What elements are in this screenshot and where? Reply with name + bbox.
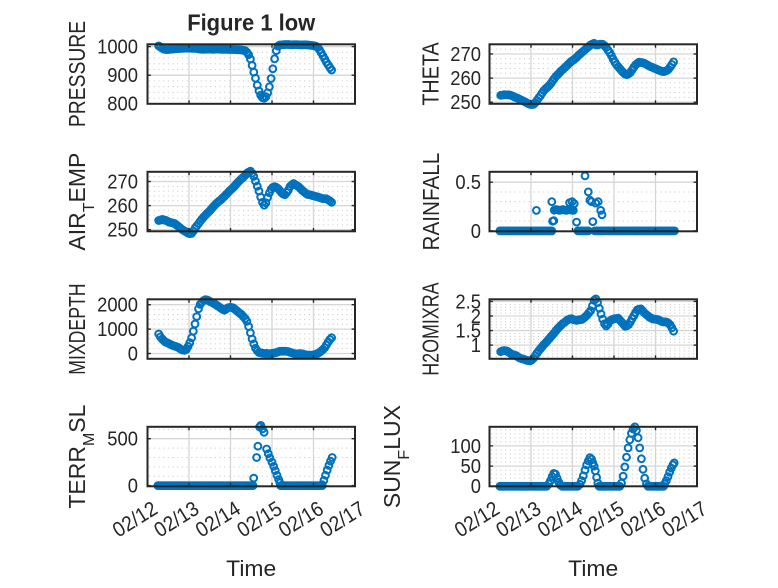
svg-text:1: 1 [471, 335, 481, 357]
svg-text:250: 250 [107, 220, 138, 242]
svg-text:1000: 1000 [97, 37, 138, 59]
svg-text:270: 270 [450, 44, 481, 66]
svg-text:Figure 1 low: Figure 1 low [187, 10, 315, 36]
svg-text:2.5: 2.5 [455, 291, 481, 313]
svg-text:100: 100 [450, 436, 481, 458]
svg-text:Time: Time [226, 556, 276, 581]
svg-text:2000: 2000 [97, 295, 138, 317]
svg-text:PRESSURE: PRESSURE [64, 21, 90, 127]
svg-text:0.5: 0.5 [455, 172, 481, 194]
svg-text:800: 800 [107, 94, 138, 116]
svg-text:0: 0 [128, 343, 138, 365]
svg-text:0: 0 [471, 221, 481, 243]
svg-text:THETA: THETA [418, 42, 444, 106]
svg-text:500: 500 [107, 429, 138, 451]
svg-text:Time: Time [568, 556, 618, 581]
svg-text:H2OMIXRA: H2OMIXRA [418, 282, 444, 376]
svg-text:260: 260 [450, 68, 481, 90]
svg-text:0: 0 [128, 476, 138, 498]
svg-text:RAINFALL: RAINFALL [418, 153, 444, 251]
svg-text:0: 0 [471, 476, 481, 498]
svg-text:1000: 1000 [97, 319, 138, 341]
svg-text:2: 2 [471, 306, 481, 328]
svg-text:260: 260 [107, 196, 138, 218]
svg-text:50: 50 [461, 456, 482, 478]
svg-text:270: 270 [107, 171, 138, 193]
svg-text:250: 250 [450, 92, 481, 114]
svg-text:900: 900 [107, 65, 138, 87]
svg-text:1.5: 1.5 [455, 320, 481, 342]
svg-text:MIXDEPTH: MIXDEPTH [64, 283, 90, 374]
